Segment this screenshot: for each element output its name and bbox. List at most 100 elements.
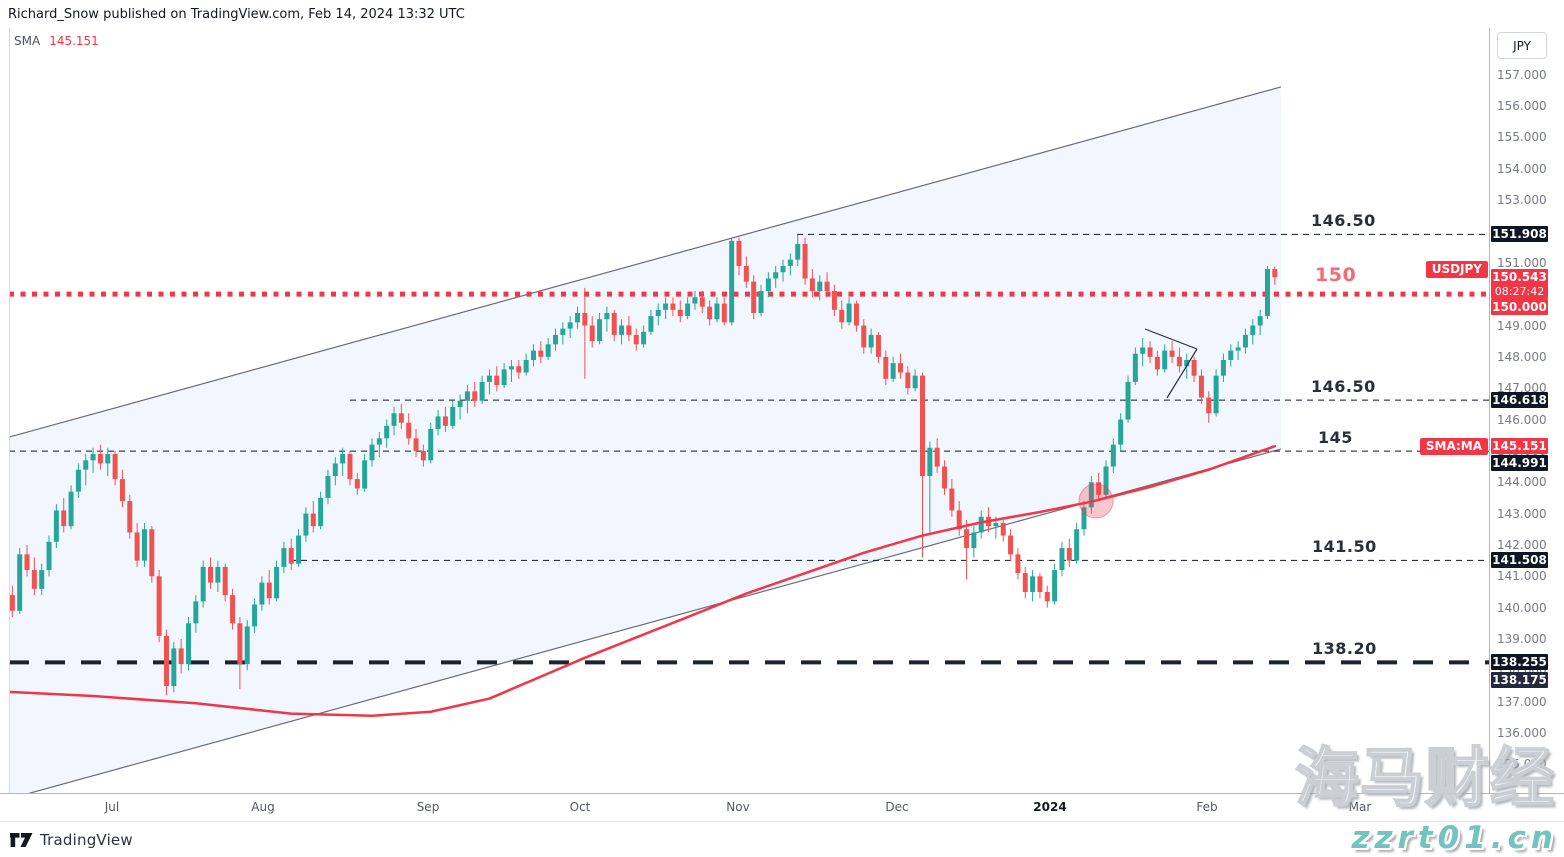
candle-body	[90, 454, 96, 461]
candle-body	[956, 510, 962, 530]
candle-body	[362, 460, 368, 489]
candle-body	[486, 375, 492, 382]
time-axis[interactable]	[0, 793, 1564, 822]
candle-body	[1191, 359, 1197, 376]
price-axis[interactable]	[1489, 28, 1564, 820]
candle-body	[758, 291, 764, 313]
axis-tick-label: 135.000	[1497, 757, 1547, 772]
candle-body	[406, 422, 412, 439]
candle-body	[861, 325, 867, 348]
candle-body	[875, 334, 881, 357]
candle-body	[1096, 482, 1102, 495]
candle-body	[751, 281, 757, 313]
level-label: 146.50	[1311, 211, 1376, 231]
candle-body	[171, 648, 177, 687]
candle-body	[281, 548, 287, 567]
brand-footer[interactable]: TradingView	[10, 831, 133, 849]
candle-body	[230, 595, 236, 624]
indicator-value: 145.151	[49, 34, 99, 48]
month-label: 2024	[1033, 800, 1067, 814]
candle-body	[1257, 316, 1263, 326]
candle-body	[567, 322, 573, 329]
axis-tick-label: 154.000	[1497, 161, 1547, 176]
candle-body	[266, 582, 272, 599]
candle-body	[97, 454, 103, 464]
trend-channel[interactable]	[9, 86, 1282, 799]
candle-body	[831, 291, 837, 310]
candle-body	[398, 413, 404, 423]
candle-body	[237, 623, 243, 665]
candle-body	[1264, 269, 1270, 317]
candle-body	[244, 626, 250, 665]
candle-body	[24, 554, 30, 571]
candle-body	[802, 243, 808, 279]
candle-body	[920, 375, 925, 476]
candle-body	[1030, 576, 1036, 592]
candle-body	[897, 363, 903, 373]
candle-body	[1052, 570, 1058, 602]
price-badge: 151.908	[1491, 226, 1548, 243]
candle-body	[325, 475, 331, 498]
candle-body	[677, 309, 683, 317]
axis-tick-label: 153.000	[1497, 193, 1547, 208]
brand-name: TradingView	[40, 831, 133, 849]
candle-body	[186, 623, 191, 665]
currency-toggle-button[interactable]: JPY	[1497, 32, 1547, 59]
indicator-legend[interactable]: SMA 145.151	[14, 34, 99, 48]
candle-body	[1118, 419, 1124, 445]
candle-body	[582, 312, 588, 326]
candle-body	[1110, 444, 1116, 467]
candle-body	[163, 635, 169, 687]
publish-attribution: Richard_Snow published on TradingView.co…	[8, 7, 465, 22]
axis-tick-label: 151.000	[1497, 255, 1547, 270]
candle-body	[641, 331, 647, 345]
candle-body	[743, 265, 749, 282]
month-label: Aug	[251, 800, 275, 814]
candle-body	[53, 510, 59, 542]
axis-tick-label: 139.000	[1497, 632, 1547, 646]
candle-body	[134, 532, 140, 561]
candle-body	[729, 240, 735, 323]
candle-body	[376, 438, 382, 445]
candle-body	[971, 532, 977, 549]
candle-body	[773, 272, 779, 279]
symbol-badge: SMA:MA	[1419, 437, 1488, 455]
axis-tick-label: 142.000	[1497, 537, 1547, 552]
candle-body	[1088, 482, 1094, 508]
axis-tick-label: 147.000	[1497, 381, 1547, 396]
candle-body	[494, 375, 500, 386]
sma-line[interactable]	[5, 444, 1277, 718]
candle-body	[934, 447, 940, 467]
candle-body	[200, 566, 206, 602]
candle-body	[530, 350, 536, 360]
level-label: 138.20	[1312, 639, 1377, 659]
indicator-name: SMA	[14, 34, 41, 48]
candle-body	[384, 425, 390, 439]
candle-body	[1059, 548, 1065, 571]
candle-body	[868, 334, 874, 348]
candle-body	[420, 450, 426, 461]
candle-body	[890, 363, 896, 379]
candle-body	[457, 400, 463, 408]
candle-body	[1037, 576, 1043, 592]
candle-body	[707, 306, 713, 320]
price-levels[interactable]	[9, 233, 1489, 665]
candle-body	[450, 407, 456, 426]
price-badge: 144.991	[1491, 455, 1548, 472]
candle-body	[1176, 356, 1182, 367]
candle-body	[442, 416, 448, 426]
candle-body	[75, 469, 81, 492]
wedge-annotation[interactable]	[1144, 328, 1198, 399]
candle-body	[912, 375, 918, 389]
price-badge: 138.175	[1491, 671, 1548, 688]
candle-body	[17, 554, 23, 611]
candle-body	[1140, 347, 1146, 354]
candle-body	[332, 463, 338, 476]
candle-body	[516, 366, 522, 373]
candle-body	[83, 460, 89, 470]
candle-body	[1250, 325, 1256, 335]
candle-body	[1235, 347, 1241, 351]
candle-body	[1272, 269, 1278, 278]
